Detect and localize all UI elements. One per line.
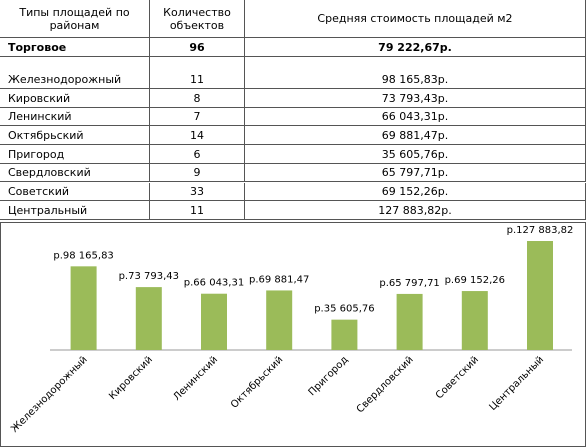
table-cell: 7 — [150, 107, 245, 127]
table-cell: 33 — [150, 182, 245, 202]
data-label: р.69 881,47 — [249, 274, 309, 285]
table-cell: Ленинский — [0, 107, 150, 127]
x-tick-label: Железнодорожный — [9, 354, 90, 435]
data-label: р.69 152,26 — [445, 275, 505, 286]
table-cell: Торговое — [0, 38, 150, 57]
x-tick-label: Кировский — [107, 354, 155, 402]
x-tick-label: Свердловский — [355, 354, 416, 415]
table-cell: Количество объектов — [150, 0, 245, 38]
table-cell: 79 222,67р. — [245, 38, 586, 57]
table-cell: 73 793,43р. — [245, 89, 586, 108]
table-cell: Пригород — [0, 145, 150, 164]
table: Типы площадей по районам Количество объек… — [0, 0, 586, 222]
x-tick-label: Ленинский — [171, 354, 220, 403]
chart: р.98 165,83 Железнодорожный р.73 793,43 Кир… — [0, 222, 586, 447]
bar — [135, 287, 162, 350]
bar — [461, 291, 488, 350]
bar — [396, 293, 423, 350]
data-label: р.127 883,82 — [507, 225, 574, 236]
table-cell: Свердловский — [0, 163, 150, 183]
table-cell: 65 797,71р. — [245, 163, 586, 183]
table-cell: 96 — [150, 38, 245, 57]
table-cell: 35 605,76р. — [245, 145, 586, 164]
data-label: р.73 793,43 — [119, 271, 179, 282]
x-tick-label: Центральный — [487, 354, 546, 413]
data-label: р.65 797,71 — [379, 278, 439, 289]
table-cell: 6 — [150, 145, 245, 164]
x-tick-label: Советский — [434, 354, 481, 401]
data-label: р.35 605,76 — [314, 304, 374, 315]
table-cell: Средняя стоимость площадей м2 — [245, 0, 586, 38]
table-cell: 11 — [150, 57, 245, 89]
table-cell: Кировский — [0, 89, 150, 108]
table-cell: Советский — [0, 182, 150, 202]
bar — [527, 241, 553, 350]
data-label: р.66 043,31 — [184, 278, 244, 289]
table-cell: 127 883,82р. — [245, 201, 586, 220]
table-cell: 11 — [150, 201, 245, 220]
x-tick-label: Пригород — [307, 354, 351, 398]
table-cell: Железнодорожный — [0, 57, 150, 89]
bar — [201, 293, 227, 350]
table-cell: Октябрьский — [0, 126, 150, 146]
x-tick-label: Октябрьский — [229, 354, 285, 410]
table-cell: Центральный — [0, 201, 150, 220]
table-cell: Типы площадей по районам — [0, 0, 150, 38]
table-cell: 69 881,47р. — [245, 126, 586, 146]
data-label: р.98 165,83 — [53, 250, 113, 261]
table-cell: 8 — [150, 89, 245, 108]
bar — [331, 319, 358, 350]
table-cell: 98 165,83р. — [245, 57, 586, 89]
table-cell: 66 043,31р. — [245, 107, 586, 127]
bar — [70, 266, 97, 350]
table-cell: 9 — [150, 163, 245, 183]
table-cell: 69 152,26р. — [245, 182, 586, 202]
bar — [266, 290, 293, 350]
table-cell: 14 — [150, 126, 245, 146]
